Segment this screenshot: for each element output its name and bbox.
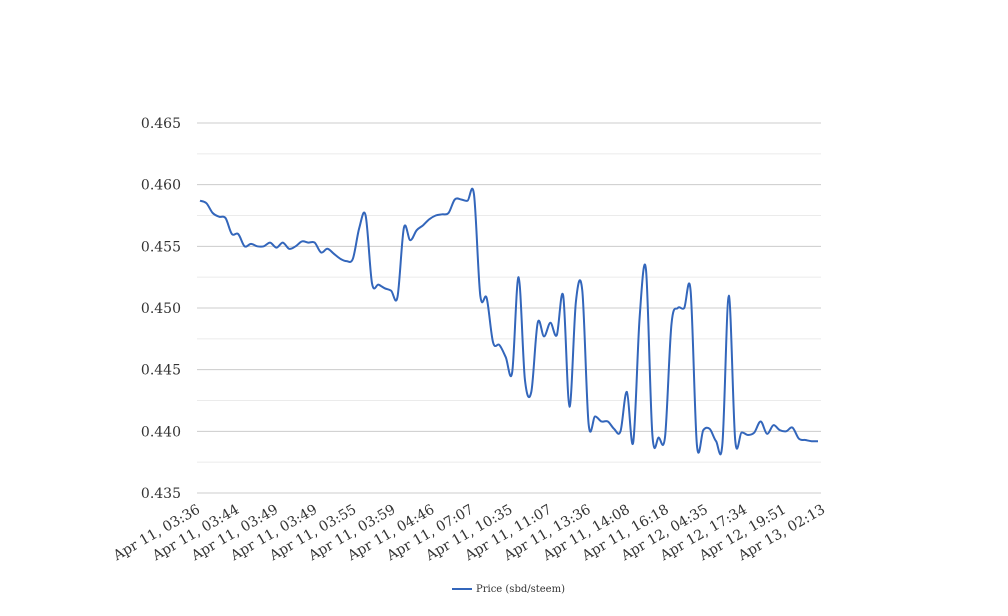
y-tick-label: 0.455 xyxy=(141,239,181,255)
y-axis-tick-labels: 0.435 0.440 0.445 0.450 0.455 0.460 0.465 xyxy=(141,116,181,502)
legend-label: Price (sbd/steem) xyxy=(476,584,565,595)
y-tick-label: 0.460 xyxy=(141,178,181,194)
y-tick-label: 0.450 xyxy=(141,301,181,317)
y-tick-label: 0.440 xyxy=(141,424,181,440)
y-tick-label: 0.445 xyxy=(141,363,181,379)
series-group xyxy=(199,187,819,456)
y-tick-label: 0.435 xyxy=(141,486,181,502)
legend: Price (sbd/steem) xyxy=(452,584,565,595)
series-line xyxy=(199,187,819,456)
y-tick-label: 0.465 xyxy=(141,116,181,132)
